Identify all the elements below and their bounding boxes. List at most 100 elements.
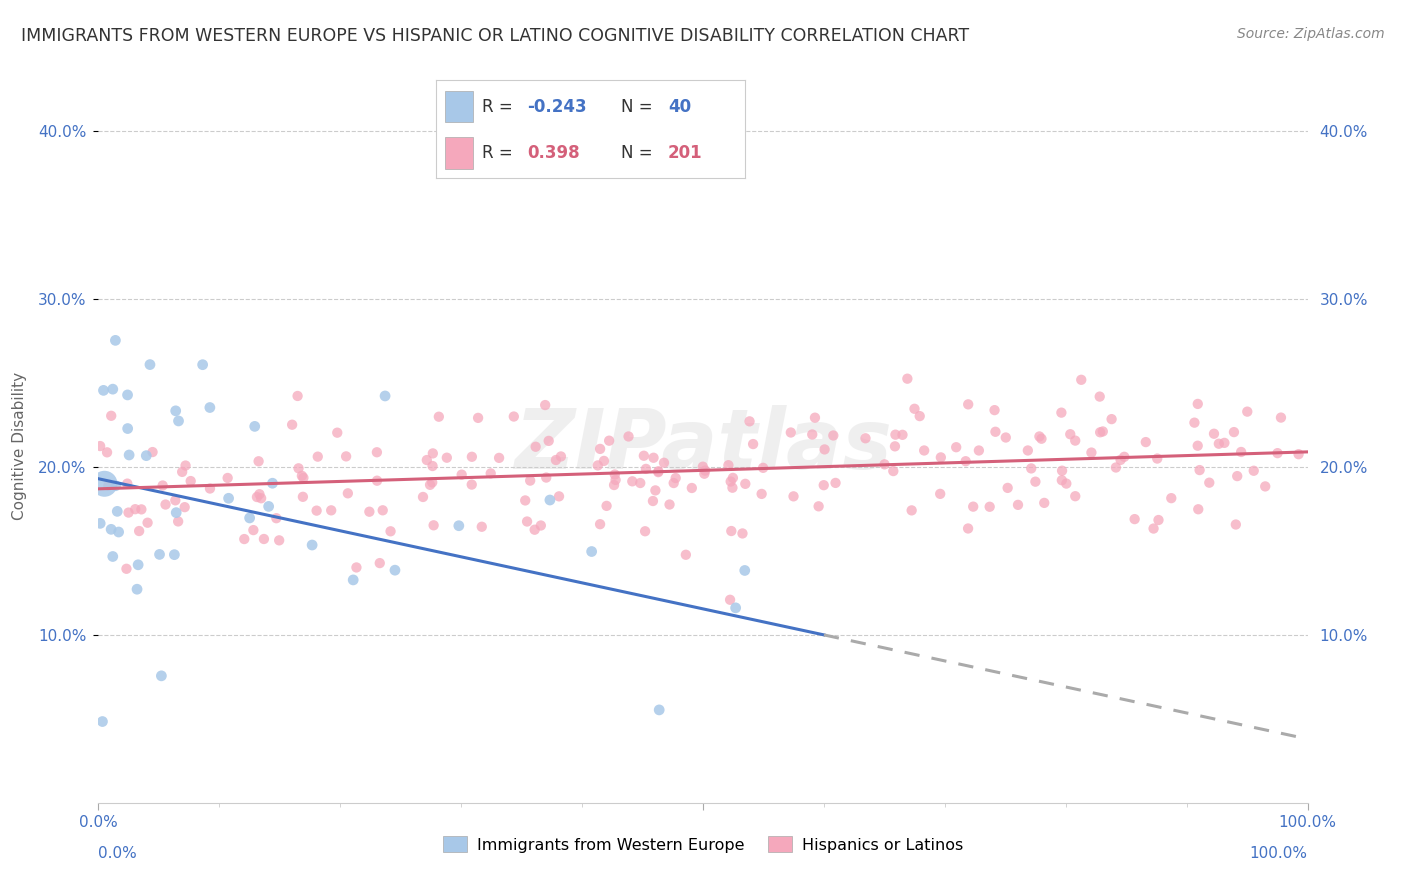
Point — [967, 443, 990, 458]
Point — [652, 456, 675, 470]
Point — [127, 558, 149, 572]
Point — [107, 524, 129, 539]
Point — [422, 446, 444, 460]
Point — [718, 592, 741, 607]
Point — [997, 481, 1019, 495]
Point — [644, 483, 666, 498]
Point — [1160, 491, 1182, 505]
Point — [93, 384, 115, 398]
Point — [912, 443, 935, 458]
Point — [165, 493, 187, 508]
Point — [593, 454, 616, 468]
Point — [150, 669, 173, 683]
Point — [665, 471, 688, 485]
Point — [891, 427, 914, 442]
Point — [412, 490, 434, 504]
Point — [346, 560, 368, 574]
Point — [447, 518, 470, 533]
Point — [1226, 469, 1249, 483]
Point — [1187, 397, 1209, 411]
Point — [1080, 445, 1102, 459]
Point — [658, 498, 681, 512]
Point — [534, 398, 557, 412]
Text: N =: N = — [621, 98, 652, 116]
Point — [93, 476, 115, 491]
Point — [1109, 453, 1132, 467]
Point — [262, 476, 284, 491]
Point — [155, 498, 177, 512]
Point — [693, 467, 716, 481]
Point — [124, 502, 146, 516]
Point — [1017, 443, 1039, 458]
Text: 0.398: 0.398 — [527, 144, 579, 161]
Point — [675, 548, 697, 562]
Point — [929, 450, 952, 465]
Point — [524, 440, 547, 454]
Text: -0.243: -0.243 — [527, 98, 586, 116]
Point — [807, 500, 830, 514]
Point — [738, 414, 761, 428]
Point — [957, 397, 980, 411]
Point — [101, 382, 124, 396]
Point — [643, 450, 665, 465]
Point — [104, 479, 127, 493]
Point — [538, 493, 561, 508]
Point — [884, 439, 907, 453]
Point — [249, 487, 271, 501]
Point — [250, 491, 273, 506]
Point — [692, 459, 714, 474]
Point — [136, 516, 159, 530]
Point — [724, 600, 747, 615]
Point — [488, 450, 510, 465]
Point — [117, 421, 139, 435]
Point — [751, 487, 773, 501]
Point — [1230, 445, 1253, 459]
Point — [908, 409, 931, 423]
Point — [647, 464, 669, 478]
Point — [342, 573, 364, 587]
Point — [782, 489, 804, 503]
Point — [419, 478, 441, 492]
Point — [336, 486, 359, 500]
Point — [824, 475, 846, 490]
Point — [246, 490, 269, 504]
Point — [779, 425, 801, 440]
Point — [721, 481, 744, 495]
Point — [1135, 435, 1157, 450]
Point — [253, 532, 276, 546]
Point — [589, 442, 612, 456]
Point — [305, 503, 328, 517]
Text: IMMIGRANTS FROM WESTERN EUROPE VS HISPANIC OR LATINO COGNITIVE DISABILITY CORREL: IMMIGRANTS FROM WESTERN EUROPE VS HISPAN… — [21, 27, 969, 45]
Point — [291, 490, 314, 504]
Point — [172, 465, 194, 479]
Point — [1088, 390, 1111, 404]
Point — [742, 437, 765, 451]
Point — [855, 431, 877, 445]
Point — [994, 430, 1017, 444]
Point — [165, 404, 187, 418]
Point — [628, 476, 651, 491]
Point — [1070, 373, 1092, 387]
Point — [1202, 426, 1225, 441]
Point — [198, 401, 221, 415]
Point — [1064, 434, 1087, 448]
Point — [813, 478, 835, 492]
Point — [242, 523, 264, 537]
Point — [139, 358, 162, 372]
Point — [536, 470, 558, 484]
Point — [801, 427, 824, 442]
Point — [1064, 489, 1087, 503]
Point — [118, 448, 141, 462]
Point — [586, 458, 609, 473]
Point — [621, 475, 644, 489]
Point — [366, 474, 388, 488]
Point — [131, 502, 153, 516]
Text: R =: R = — [482, 98, 513, 116]
Point — [198, 482, 221, 496]
Point — [955, 454, 977, 468]
Point — [1267, 446, 1289, 460]
Point — [117, 476, 139, 491]
Point — [633, 449, 655, 463]
Point — [957, 521, 980, 535]
Point — [479, 467, 502, 481]
